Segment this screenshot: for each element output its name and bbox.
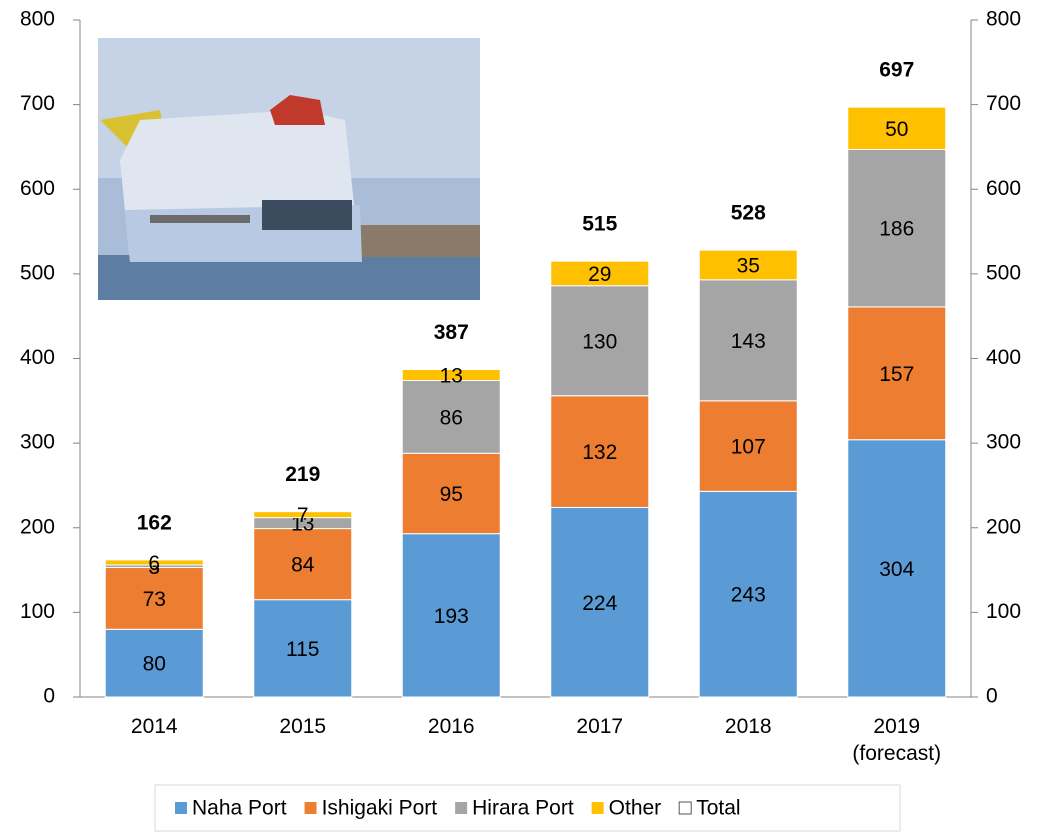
bar-segment <box>698 249 798 281</box>
legend-label: Ishigaki Port <box>322 797 438 820</box>
x-tick-line: 2019 <box>873 715 920 738</box>
data-label: 50 <box>885 118 908 141</box>
data-label: 224 <box>582 592 617 615</box>
x-tick-line: 2016 <box>428 715 475 738</box>
legend-swatch <box>175 802 187 814</box>
data-label: 130 <box>582 330 617 353</box>
data-label: 80 <box>143 653 166 676</box>
bar-segment <box>104 567 204 630</box>
data-label: 193 <box>434 605 469 628</box>
data-label: 115 <box>286 638 319 661</box>
data-label: 84 <box>291 554 315 577</box>
y2-tick-label: 100 <box>986 600 1021 623</box>
bar-segment <box>401 369 501 382</box>
y2-tick-label: 700 <box>986 92 1021 115</box>
x-tick-label: 2017 <box>576 715 623 738</box>
bar-segment <box>104 559 204 566</box>
legend-swatch <box>304 802 317 814</box>
data-label: 35 <box>737 255 760 278</box>
y-tick-label: 200 <box>20 515 55 538</box>
bar-segment <box>253 511 353 519</box>
bar-segment <box>847 306 947 441</box>
legend-label: Total <box>696 797 740 820</box>
bar-segment <box>104 628 204 698</box>
legend-label: Hirara Port <box>472 797 574 820</box>
data-label: 6 <box>148 552 160 575</box>
y2-tick-label: 200 <box>986 515 1021 538</box>
y2-tick-label: 800 <box>986 8 1021 31</box>
total-label: 387 <box>434 321 469 344</box>
x-tick-line: 2018 <box>725 715 772 738</box>
bar-segment <box>847 106 947 150</box>
legend-swatch <box>678 801 692 815</box>
y-tick-label: 0 <box>43 685 55 708</box>
data-label: 95 <box>440 483 463 506</box>
ship-photo <box>98 38 480 300</box>
y-tick-label: 400 <box>20 346 55 369</box>
data-label: 186 <box>879 218 914 241</box>
y-tick-label: 100 <box>20 600 55 623</box>
bar-segment <box>847 148 947 308</box>
data-label: 13 <box>291 513 314 536</box>
legend-box <box>154 784 901 832</box>
x-tick-line: 2015 <box>279 715 326 738</box>
y2-tick-label: 300 <box>986 431 1021 454</box>
data-label: 29 <box>588 263 611 286</box>
bar-segment <box>550 260 650 287</box>
legend-label: Other <box>609 797 662 820</box>
bar-segment <box>698 490 798 698</box>
x-tick-line: 2017 <box>576 715 623 738</box>
bar-segment <box>550 285 650 397</box>
y2-tick-label: 500 <box>986 261 1021 284</box>
bar-segment <box>253 599 353 698</box>
y-tick-label: 700 <box>20 92 55 115</box>
y2-tick-label: 400 <box>986 346 1021 369</box>
bar-segment <box>401 452 501 535</box>
y2-tick-label: 0 <box>986 685 998 708</box>
legend-swatch <box>455 802 468 814</box>
bar-segment <box>698 400 798 492</box>
data-label: 304 <box>879 558 914 581</box>
y2-tick-label: 600 <box>986 177 1021 200</box>
y-tick-label: 500 <box>20 261 55 284</box>
total-label: 162 <box>137 511 172 534</box>
x-tick-label: 2019 (forecast) <box>852 715 941 765</box>
y-tick-label: 300 <box>20 431 55 454</box>
data-label: 13 <box>440 365 463 388</box>
bar-segment <box>847 439 947 698</box>
y-tick-label: 800 <box>20 8 55 31</box>
data-label: 157 <box>879 363 914 386</box>
bar-segment <box>550 395 650 508</box>
data-label: 143 <box>731 330 766 353</box>
total-label: 219 <box>285 463 320 486</box>
data-label: 243 <box>731 584 766 607</box>
data-label: 132 <box>582 441 617 464</box>
bar-segment <box>698 279 798 402</box>
legend-swatch <box>591 802 604 814</box>
data-label: 3 <box>148 556 160 579</box>
x-tick-line: (forecast) <box>852 742 941 765</box>
total-label: 528 <box>731 202 766 225</box>
data-label: 7 <box>297 504 309 527</box>
total-label: 515 <box>582 213 617 236</box>
x-tick-label: 2018 <box>725 715 772 738</box>
x-tick-label: 2015 <box>279 715 326 738</box>
bar-segment <box>401 533 501 698</box>
total-label: 697 <box>879 59 914 82</box>
x-tick-label: 2016 <box>428 715 475 738</box>
x-tick-line: 2014 <box>131 715 178 738</box>
legend-label: Naha Port <box>192 797 287 820</box>
data-label: 86 <box>440 406 463 429</box>
y-tick-label: 600 <box>20 177 55 200</box>
data-label: 107 <box>731 436 766 459</box>
data-label: 73 <box>143 588 166 611</box>
bar-segment <box>401 380 501 454</box>
x-tick-label: 2014 <box>131 715 178 738</box>
